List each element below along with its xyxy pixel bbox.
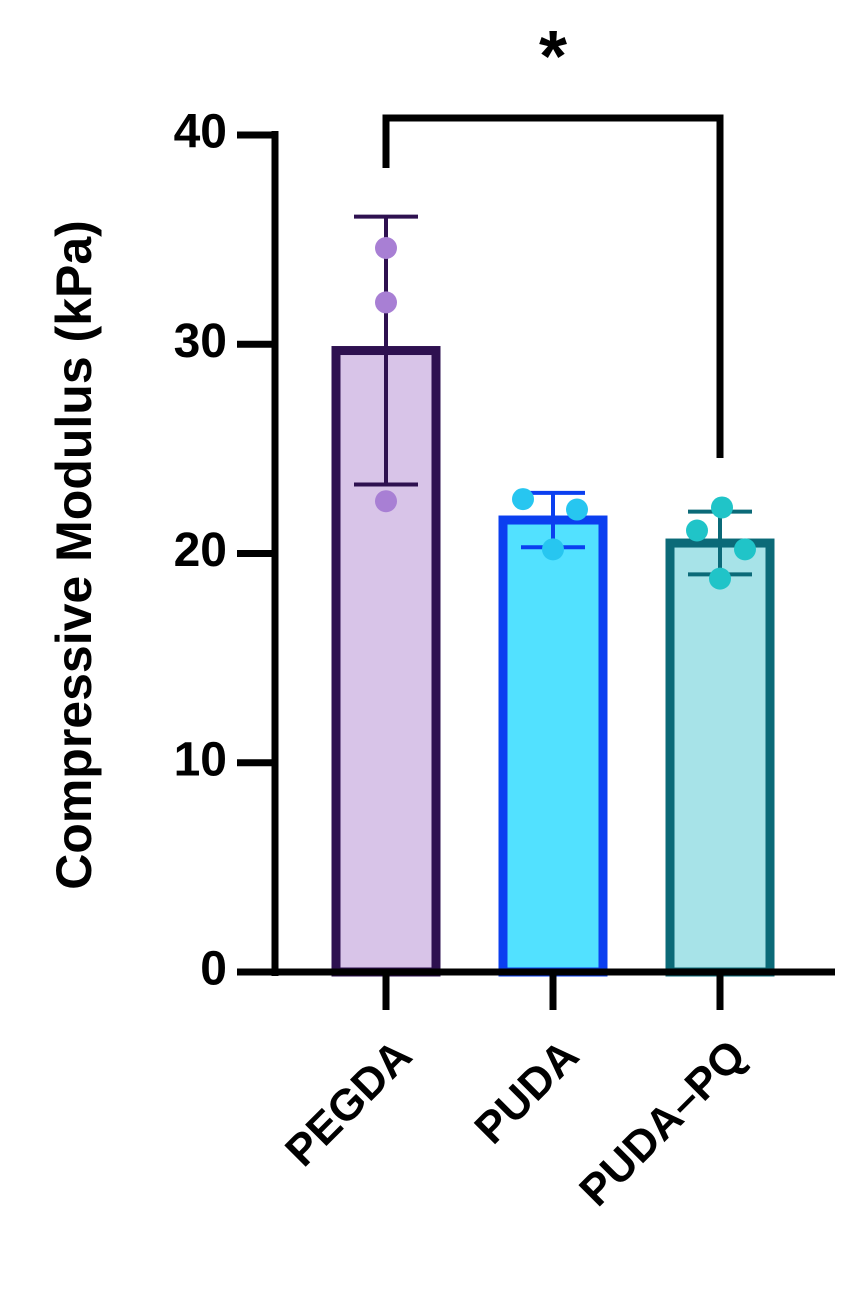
y-tick-label: 0 <box>200 943 227 996</box>
y-axis-label: Compressive Modulus (kPa) <box>46 220 102 890</box>
x-tick-label: PEGDA <box>276 1031 421 1176</box>
data-point <box>512 488 534 511</box>
bar <box>665 538 775 977</box>
y-tick-label: 20 <box>174 524 227 577</box>
y-tick-label: 30 <box>174 315 227 368</box>
y-tick-label: 40 <box>174 106 227 159</box>
x-tick-label: PUDA–PQ <box>570 1031 755 1216</box>
data-point <box>375 291 397 314</box>
data-point <box>711 496 733 519</box>
x-tick-label: PUDA <box>465 1031 588 1154</box>
data-point <box>709 567 731 590</box>
significance-bracket <box>382 114 724 458</box>
data-point <box>375 490 397 513</box>
bar <box>498 515 608 977</box>
data-point <box>375 236 397 259</box>
data-point <box>686 519 708 542</box>
data-point <box>542 538 564 561</box>
data-point <box>566 498 588 521</box>
data-point <box>734 538 756 561</box>
y-tick-label: 10 <box>174 733 227 786</box>
significance-star: * <box>539 17 567 97</box>
